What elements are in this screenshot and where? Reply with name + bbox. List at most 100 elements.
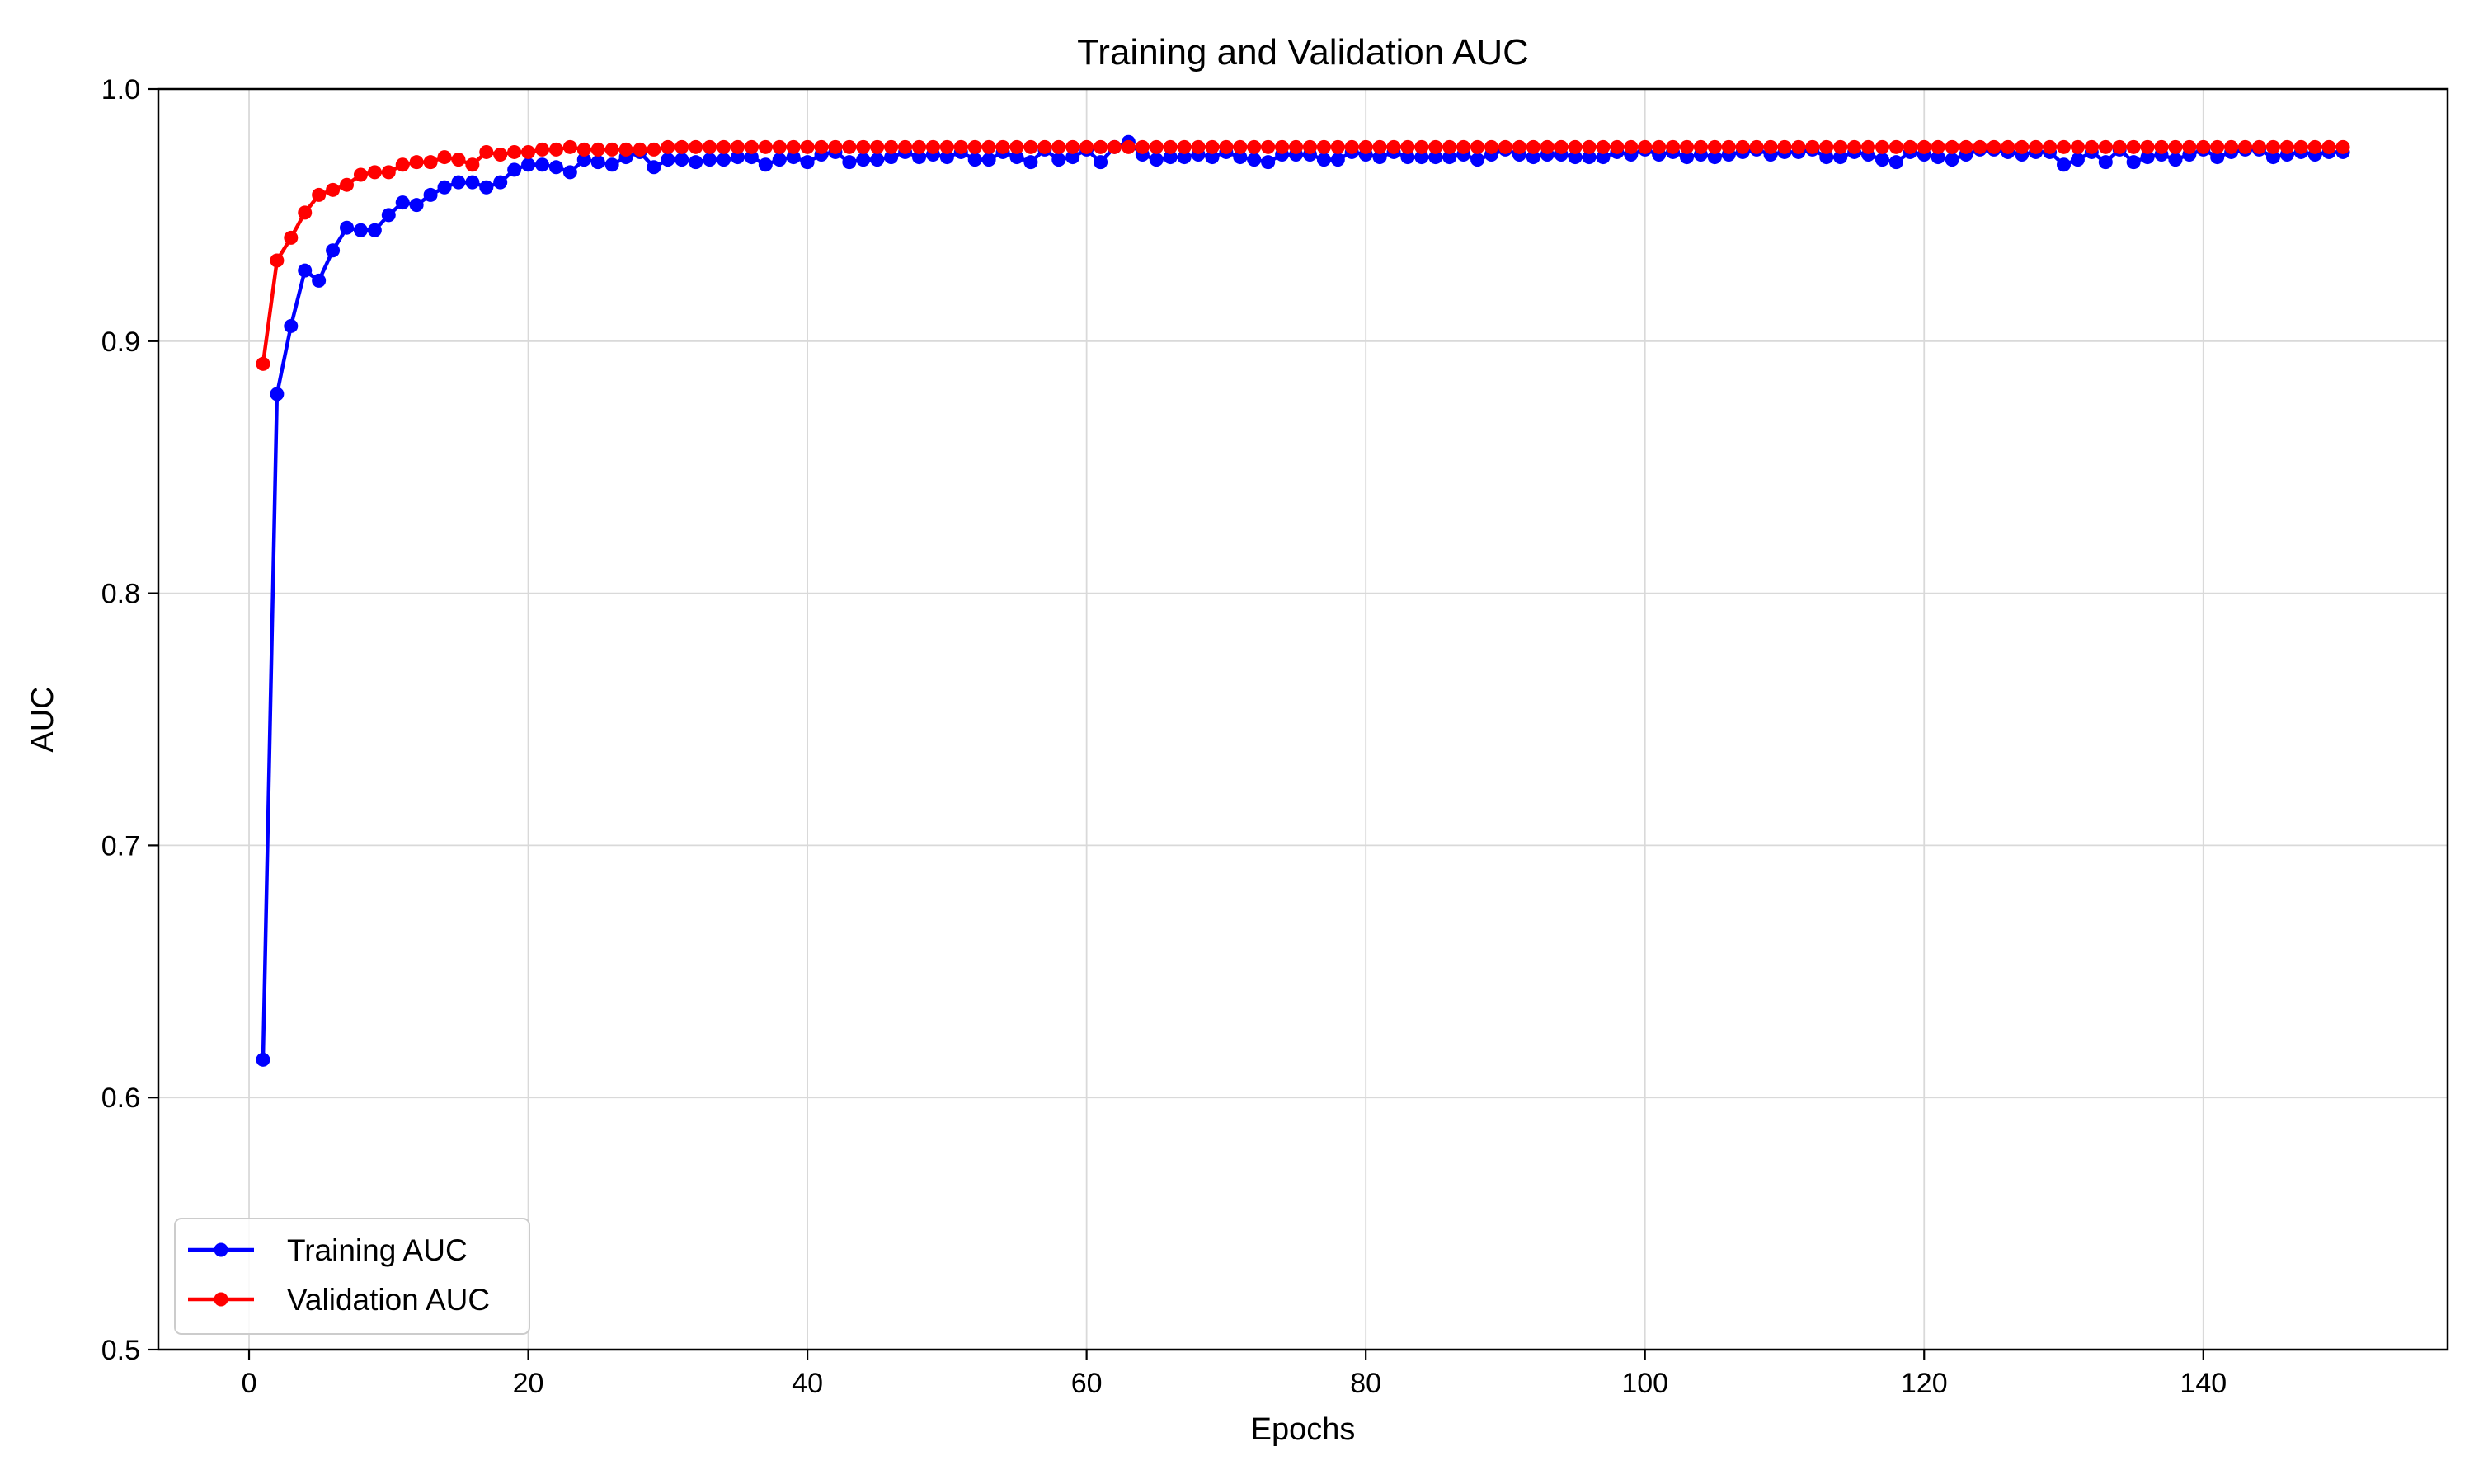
data-point — [953, 139, 968, 154]
data-point — [1568, 150, 1583, 165]
data-point — [884, 139, 899, 154]
data-point — [1094, 155, 1108, 170]
data-point — [758, 157, 773, 172]
data-point — [340, 220, 355, 235]
data-point — [1819, 139, 1834, 154]
x-axis-label: Epochs — [1251, 1412, 1356, 1447]
data-point — [2126, 139, 2141, 154]
data-point — [898, 139, 913, 154]
data-point — [256, 1052, 270, 1067]
data-point — [1247, 139, 1262, 154]
data-point — [2265, 139, 2280, 154]
data-point — [2210, 150, 2225, 165]
data-point — [1526, 139, 1540, 154]
data-point — [270, 253, 285, 268]
data-point — [2057, 139, 2072, 154]
data-point — [786, 150, 801, 165]
data-point — [2307, 139, 2322, 154]
data-point — [675, 139, 689, 154]
data-point — [884, 150, 899, 165]
data-point — [1945, 153, 1959, 167]
y-tick-label: 0.7 — [101, 830, 140, 862]
legend-label: Validation AUC — [287, 1283, 490, 1317]
data-point — [2168, 153, 2183, 167]
data-point — [939, 139, 954, 154]
data-point — [675, 153, 689, 167]
data-point — [689, 139, 703, 154]
data-point — [1652, 139, 1667, 154]
data-point — [2098, 139, 2113, 154]
legend-label: Training AUC — [287, 1233, 468, 1267]
data-point — [576, 142, 591, 157]
plot-frame — [157, 87, 2449, 1351]
data-point — [1874, 153, 1889, 167]
legend-box — [174, 1218, 530, 1335]
data-point — [967, 139, 982, 154]
data-point — [1624, 139, 1639, 154]
legend: Training AUC Validation AUC — [174, 1218, 530, 1335]
data-point — [1833, 150, 1848, 165]
data-point — [1009, 150, 1024, 165]
data-point — [1149, 139, 1164, 154]
data-point — [2015, 139, 2030, 154]
data-point — [576, 153, 591, 167]
data-point — [2126, 155, 2141, 170]
data-point — [493, 175, 508, 190]
data-point — [1596, 150, 1611, 165]
data-point — [1023, 155, 1038, 170]
data-point — [395, 157, 410, 172]
series-layer — [256, 134, 2350, 1067]
data-point — [284, 230, 299, 245]
data-point — [2029, 139, 2044, 154]
data-point — [1931, 150, 1945, 165]
data-point — [1721, 139, 1736, 154]
data-point — [521, 157, 536, 172]
data-point — [758, 139, 773, 154]
data-point — [1065, 150, 1080, 165]
data-point — [367, 223, 382, 237]
data-point — [1819, 150, 1834, 165]
y-tick-label: 0.6 — [101, 1082, 140, 1114]
legend-item: Validation AUC — [188, 1283, 490, 1317]
data-point — [967, 153, 982, 167]
data-point — [590, 142, 605, 157]
legend-item: Training AUC — [188, 1233, 468, 1267]
data-point — [703, 139, 717, 154]
data-point — [1414, 139, 1429, 154]
data-point — [633, 142, 647, 157]
data-point — [604, 157, 619, 172]
data-point — [381, 165, 396, 180]
data-point — [1233, 139, 1248, 154]
x-tick-label: 40 — [792, 1368, 823, 1399]
data-point — [1121, 139, 1136, 154]
data-point — [1261, 155, 1276, 170]
data-point — [2140, 150, 2155, 165]
data-point — [409, 198, 424, 213]
data-point — [1177, 139, 1192, 154]
data-point — [1540, 139, 1554, 154]
data-point — [1428, 139, 1443, 154]
series-validation-auc — [256, 139, 2350, 371]
data-point — [562, 139, 577, 154]
data-point — [1205, 150, 1220, 165]
data-point — [1442, 139, 1457, 154]
data-point — [1987, 139, 2001, 154]
data-point — [298, 263, 313, 278]
data-point — [1610, 139, 1625, 154]
data-point — [423, 155, 438, 170]
data-point — [1191, 139, 1206, 154]
data-point — [1498, 139, 1512, 154]
data-point — [1582, 139, 1597, 154]
data-point — [912, 150, 927, 165]
data-point — [1261, 139, 1276, 154]
data-point — [2279, 139, 2294, 154]
data-point — [842, 139, 857, 154]
data-point — [423, 187, 438, 202]
data-point — [521, 144, 536, 159]
data-point — [353, 167, 368, 182]
data-point — [1568, 139, 1583, 154]
data-point — [493, 148, 508, 162]
data-point — [800, 155, 815, 170]
data-point — [842, 155, 857, 170]
chart-title: Training and Validation AUC — [1077, 32, 1529, 73]
